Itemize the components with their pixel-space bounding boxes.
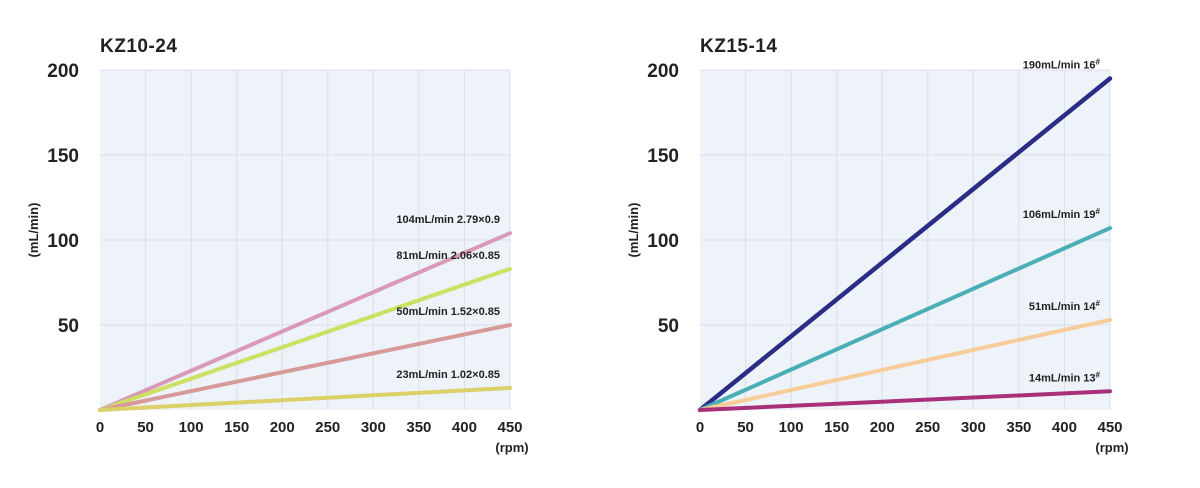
x-tick-label: 300: [361, 419, 386, 436]
series-label-superscript: #: [1096, 370, 1101, 379]
series-label-superscript: #: [1096, 207, 1101, 216]
series-label-text: 50mL/min 1.52×0.85: [396, 306, 500, 318]
y-axis-label: (mL/min): [626, 203, 641, 258]
series-line-1: [697, 76, 1113, 413]
series-label-4: 23mL/min 1.02×0.85: [396, 369, 500, 381]
series-line-2: [98, 266, 512, 412]
series-line-4: [698, 389, 1112, 412]
x-tick-label: 150: [824, 419, 849, 436]
x-tick-label: 100: [179, 419, 204, 436]
x-tick-label: 250: [915, 419, 940, 436]
y-tick-label: 50: [658, 316, 679, 337]
series-label-superscript: #: [1096, 299, 1101, 308]
y-tick-label: 100: [47, 231, 79, 252]
series-line-3: [98, 323, 512, 412]
chart-kz15-14: KZ15-14 (mL/min) 50 100 150 200 0 50 100 150 200 25…: [626, 36, 1129, 455]
x-axis-label: (rpm): [1095, 440, 1128, 455]
x-tick-label: 350: [1006, 419, 1031, 436]
x-tick-label: 350: [406, 419, 431, 436]
series-label-text: 51mL/min 14: [1029, 301, 1097, 313]
x-tick-label: 150: [224, 419, 249, 436]
x-tick-label: 400: [452, 419, 477, 436]
series-label-1: 190mL/min 16#: [1023, 58, 1101, 72]
series-label-superscript: #: [1096, 58, 1101, 67]
series-label-text: 14mL/min 13: [1029, 372, 1096, 384]
x-axis-label: (rpm): [495, 440, 528, 455]
x-tick-label: 250: [315, 419, 340, 436]
y-tick-label: 200: [47, 61, 79, 82]
x-tick-label: 50: [737, 419, 754, 436]
x-tick-label: 300: [961, 419, 986, 436]
series-label-text: 106mL/min 19: [1023, 209, 1096, 221]
series-label-2: 81mL/min 2.06×0.85: [396, 250, 500, 262]
x-tick-label: 200: [270, 419, 295, 436]
chart-panel-kz10-24: KZ10-24 (mL/min) 50 100 150 200 0 50 100 150 200 25…: [26, 36, 529, 455]
series-label-4: 14mL/min 13#: [1029, 370, 1101, 384]
series-label-text: 104mL/min 2.79×0.9: [396, 214, 500, 226]
series-label-text: 81mL/min 2.06×0.85: [396, 250, 500, 262]
x-tick-label: 0: [696, 419, 704, 436]
y-tick-label: 150: [647, 146, 679, 167]
y-axis-label: (mL/min): [26, 203, 41, 258]
series-line-1: [98, 231, 512, 412]
series-line-3: [698, 317, 1112, 412]
x-tick-label: 450: [1097, 419, 1122, 436]
series-label-text: 23mL/min 1.02×0.85: [396, 369, 500, 381]
x-tick-label: 400: [1052, 419, 1077, 436]
series-label-3: 50mL/min 1.52×0.85: [396, 306, 500, 318]
x-tick-label: 450: [497, 419, 522, 436]
chart-title: KZ15-14: [700, 36, 777, 57]
series-label-1: 104mL/min 2.79×0.9: [396, 214, 500, 226]
y-tick-label: 100: [647, 231, 679, 252]
x-tick-label: 50: [137, 419, 154, 436]
series-label-2: 106mL/min 19#: [1023, 207, 1101, 221]
y-tick-label: 50: [58, 316, 79, 337]
series-label-3: 51mL/min 14#: [1029, 299, 1101, 313]
series-line-4: [98, 385, 512, 412]
series-label-text: 190mL/min 16: [1023, 60, 1096, 72]
y-tick-label: 200: [647, 61, 679, 82]
chart-title: KZ10-24: [100, 36, 177, 57]
y-tick-label: 150: [47, 146, 79, 167]
series-line-2: [698, 226, 1112, 412]
x-tick-label: 200: [870, 419, 895, 436]
chart-kz10-24: KZ10-24 (mL/min) 50 100 150 200 0 50 100 150 200 25…: [26, 36, 529, 455]
chart-panel-kz15-14: KZ15-14 (mL/min) 50 100 150 200 0 50 100 150 200 25…: [600, 0, 1200, 488]
x-tick-label: 0: [96, 419, 104, 436]
x-tick-label: 100: [779, 419, 804, 436]
